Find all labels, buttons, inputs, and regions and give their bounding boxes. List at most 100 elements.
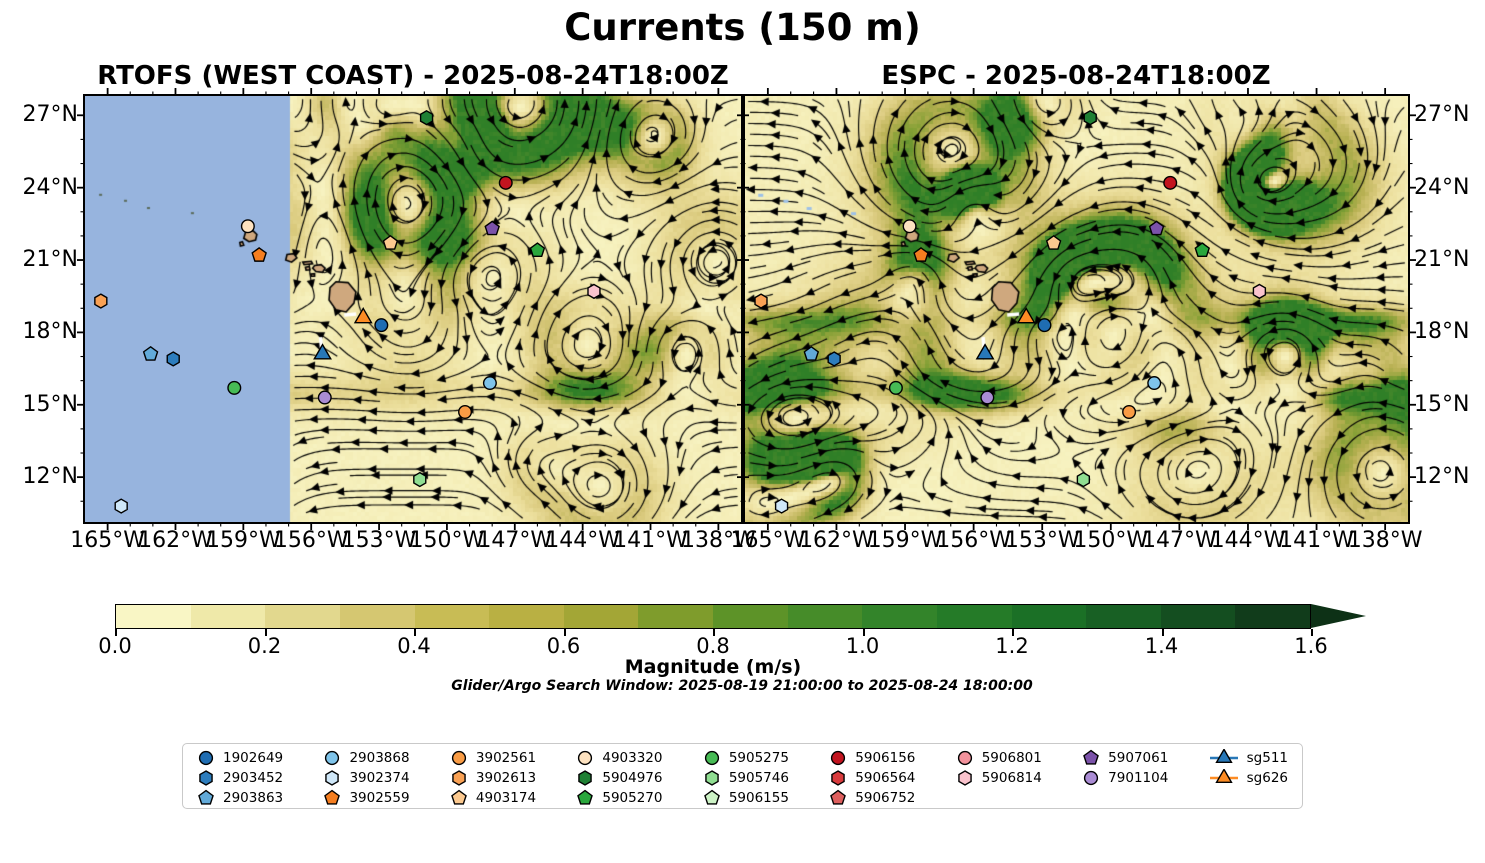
x-tick-label: 153°W — [1004, 528, 1080, 553]
legend-column: 3902561 3902613 4903174 — [450, 748, 536, 807]
circle-marker-icon — [831, 750, 846, 765]
hexagon-marker-icon — [705, 769, 719, 786]
y-tick-label-left: 15°N — [22, 391, 78, 417]
colorbar-tick — [1012, 629, 1014, 636]
search-window-caption: Glider/Argo Search Window: 2025-08-19 21… — [451, 678, 1033, 694]
colorbar-segment — [787, 605, 863, 628]
x-tick-label: 141°W — [1279, 528, 1354, 553]
legend-column: 5905275 5905746 5906155 — [703, 748, 789, 807]
legend-item-5905270: 5905270 — [576, 788, 662, 807]
colorbar-segment — [936, 605, 1012, 628]
legend-item-7901104: 7901104 — [1082, 768, 1168, 787]
x-tick-label: 156°W — [273, 528, 349, 553]
legend-item-4903174: 4903174 — [450, 788, 536, 807]
x-tick-label: 156°W — [936, 528, 1011, 553]
x-tick-label: 162°W — [799, 528, 874, 553]
hexagon-marker-icon — [578, 769, 593, 786]
x-tick-label: 138°W — [1347, 528, 1423, 553]
colorbar-segment — [339, 605, 415, 628]
pentagon-marker-icon — [324, 789, 341, 805]
y-tick-label-left: 21°N — [22, 247, 78, 273]
legend-item-4903320: 4903320 — [576, 748, 662, 767]
hexagon-marker-icon — [452, 769, 466, 786]
y-tick-label-left: 24°N — [22, 174, 78, 200]
colorbar-segment — [563, 605, 639, 628]
legend-item-5905275: 5905275 — [703, 748, 789, 767]
circle-marker-icon — [957, 750, 972, 765]
circle-marker-icon — [578, 750, 593, 765]
legend-item-label: 5907061 — [1108, 749, 1169, 766]
colorbar-segment — [862, 605, 937, 628]
colorbar-segment — [1235, 605, 1310, 628]
y-tick-label-left: 12°N — [22, 464, 78, 490]
legend-column: 5906156 5906564 5906752 — [829, 748, 915, 807]
y-tick-label-left: 18°N — [22, 319, 78, 345]
x-tick-label: 147°W — [477, 528, 553, 553]
x-tick-label: 159°W — [867, 528, 943, 553]
legend-item-2903868: 2903868 — [323, 748, 410, 767]
colorbar-tick — [414, 629, 416, 636]
y-tick-label-right: 24°N — [1414, 174, 1470, 200]
legend-column: 2903868 3902374 3902559 — [323, 748, 410, 807]
x-tick-label: 150°W — [1073, 528, 1149, 553]
pentagon-marker-icon — [703, 789, 720, 805]
legend-item-5906564: 5906564 — [829, 768, 915, 787]
legend-item-5906156: 5906156 — [829, 748, 915, 767]
legend-column: sg511 sg626 — [1209, 748, 1288, 787]
colorbar-segment — [414, 605, 490, 628]
legend-item-label: 4903320 — [602, 749, 663, 766]
streamplot-rtofs — [85, 96, 741, 522]
legend-item-label: 5906814 — [981, 769, 1042, 786]
colorbar-tick-label: 1.6 — [1294, 634, 1328, 658]
pentagon-marker-icon — [198, 789, 214, 805]
legend-item-label: 3902559 — [349, 789, 410, 806]
colorbar-tick-label: 0.0 — [98, 634, 132, 658]
circle-marker-icon — [1084, 770, 1099, 785]
colorbar-tick-label: 1.0 — [845, 634, 880, 658]
x-tick-label: 141°W — [613, 528, 688, 553]
hexagon-marker-icon — [957, 769, 972, 786]
x-tick-label: 165°W — [70, 528, 145, 553]
legend-item-label: 5906801 — [981, 749, 1042, 766]
panel-title-rtofs: RTOFS (WEST COAST) - 2025-08-24T18:00Z — [97, 61, 729, 91]
legend-item-label: 2903868 — [349, 749, 410, 766]
legend-item-sg511: sg511 — [1209, 748, 1288, 767]
legend-item-label: 7901104 — [1108, 769, 1169, 786]
y-tick-label-left: 27°N — [22, 102, 78, 128]
legend-item-3902561: 3902561 — [450, 748, 536, 767]
x-tick-label: 144°W — [1210, 528, 1286, 553]
y-tick-label-right: 15°N — [1414, 391, 1470, 417]
x-tick-label: 162°W — [138, 528, 213, 553]
y-tick-label-right: 12°N — [1414, 464, 1470, 490]
circle-marker-icon — [704, 750, 719, 765]
legend-item-label: 5906752 — [855, 789, 916, 806]
legend-item-5906801: 5906801 — [956, 748, 1042, 767]
colorbar — [115, 604, 1311, 629]
legend-item-3902613: 3902613 — [450, 768, 536, 787]
circle-marker-icon — [451, 750, 467, 765]
hexagon-marker-icon — [199, 769, 213, 786]
colorbar-segment — [116, 605, 191, 628]
colorbar-segment — [1160, 605, 1236, 628]
colorbar-segment — [638, 605, 713, 628]
legend-item-label: 1902649 — [223, 749, 284, 766]
colorbar-tick-label: 0.4 — [397, 634, 431, 658]
colorbar-tick — [862, 629, 865, 636]
legend-item-label: 5905275 — [728, 749, 789, 766]
colorbar-segment — [713, 605, 788, 628]
glider-marker-icon — [1209, 748, 1238, 763]
legend-item-label: 3902561 — [475, 749, 537, 766]
colorbar-tick — [264, 629, 267, 636]
colorbar-segment — [265, 605, 340, 628]
colorbar-tick — [115, 629, 117, 636]
legend-item-label: 5906155 — [728, 789, 789, 806]
x-tick-label: 159°W — [205, 528, 281, 553]
legend-item-label: 5904976 — [602, 769, 663, 786]
legend: 1902649 2903452 2903863 2903868 3902374 39025… — [182, 743, 1303, 809]
colorbar-tick — [1161, 629, 1164, 636]
streamplot-espc — [745, 96, 1408, 522]
legend-item-2903452: 2903452 — [197, 768, 283, 787]
colorbar-tick-label: 1.2 — [995, 634, 1029, 658]
pentagon-marker-icon — [1083, 749, 1100, 765]
